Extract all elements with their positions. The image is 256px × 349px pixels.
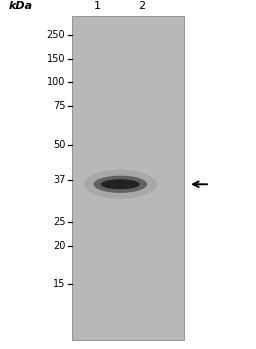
- Text: 25: 25: [53, 217, 65, 227]
- Text: 20: 20: [53, 241, 65, 251]
- Text: 150: 150: [47, 54, 65, 64]
- Ellipse shape: [84, 170, 157, 199]
- Ellipse shape: [93, 176, 147, 193]
- Text: 15: 15: [53, 280, 65, 289]
- Text: 1: 1: [94, 1, 101, 11]
- Text: 50: 50: [53, 140, 65, 150]
- Text: 2: 2: [138, 1, 146, 11]
- Text: 37: 37: [53, 175, 65, 185]
- Text: kDa: kDa: [8, 1, 33, 11]
- Text: 250: 250: [47, 30, 65, 40]
- Bar: [72, 16, 184, 340]
- Ellipse shape: [101, 179, 140, 189]
- Text: 75: 75: [53, 102, 65, 111]
- Text: 100: 100: [47, 77, 65, 87]
